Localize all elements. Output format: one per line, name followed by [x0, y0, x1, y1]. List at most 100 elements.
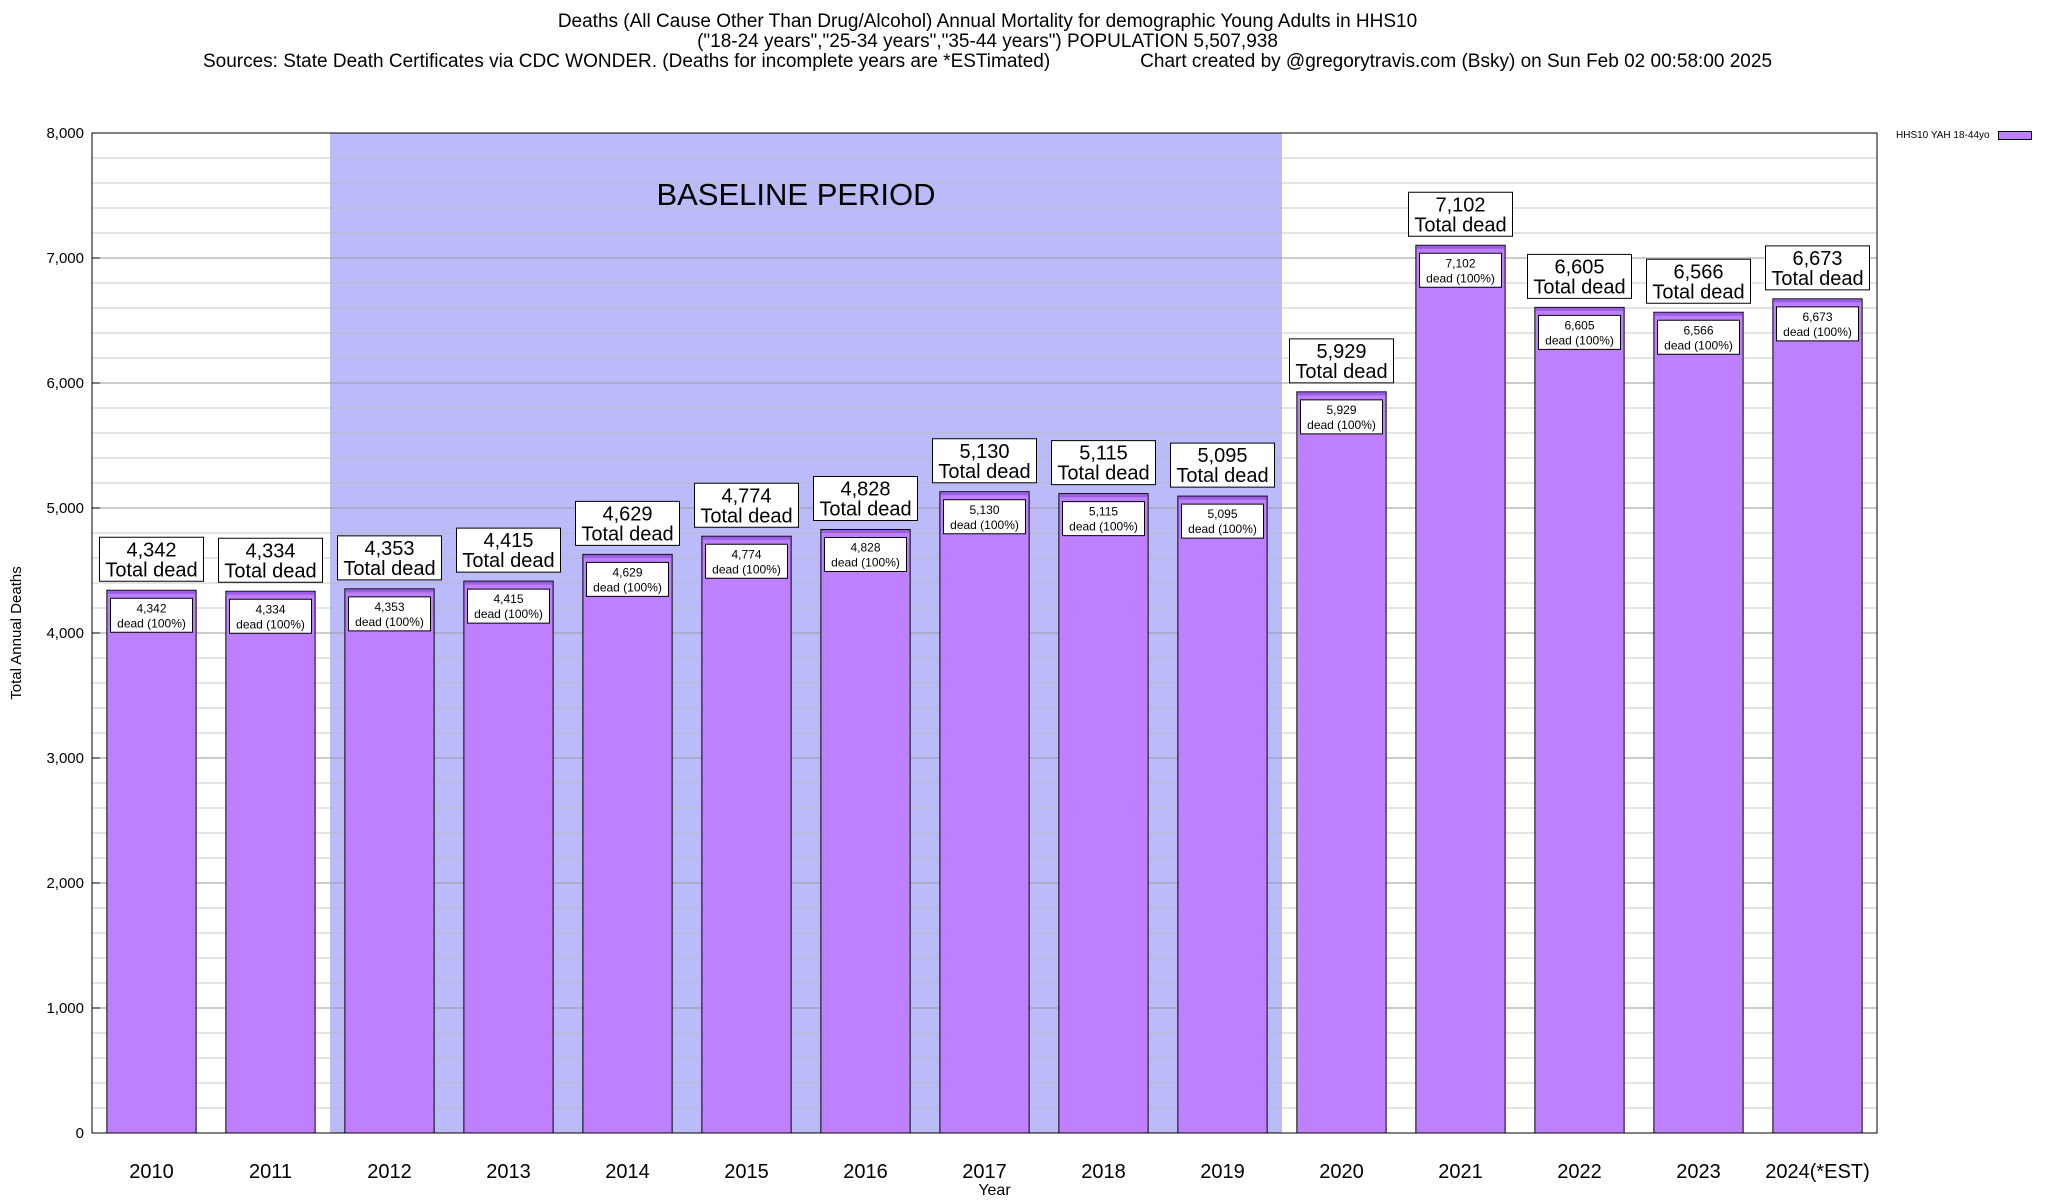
bar [820, 529, 911, 1134]
bar-inner-value: 5,115 [1089, 505, 1118, 519]
bar-inner-label-box [1181, 503, 1264, 539]
bar-inner-percent: dead (100%) [1545, 333, 1614, 347]
bar [1177, 495, 1268, 1134]
bar [106, 589, 197, 1134]
bar-total-label-box [932, 438, 1037, 484]
bar [1296, 391, 1387, 1134]
y-tick-label: 0 [76, 1125, 84, 1142]
bar-inner-label-box [1538, 314, 1621, 350]
bar-inner-percent: dead (100%) [355, 615, 424, 629]
bar-inner-percent: dead (100%) [1664, 338, 1733, 352]
x-tick-label: 2024(*EST) [1765, 1161, 1870, 1183]
bar-total-label-box [1051, 440, 1156, 486]
bar-inner-label-box [705, 543, 788, 579]
bar-total-label: Total dead [1057, 463, 1149, 485]
bar-total-label: Total dead [1176, 465, 1268, 487]
bar-total-label-box [1170, 442, 1275, 488]
bar-inner-value: 4,342 [136, 601, 166, 615]
y-axis-label: Total Annual Deaths [8, 566, 25, 699]
bar-inner-value: 4,415 [493, 592, 523, 606]
x-tick-label: 2018 [1081, 1161, 1126, 1183]
bar-total-label: Total dead [105, 559, 197, 581]
bar-inner-percent: dead (100%) [117, 616, 186, 630]
bar-total-value: 5,130 [959, 441, 1009, 463]
bar-total-label: Total dead [1533, 276, 1625, 298]
bar-inner-label-box [229, 598, 312, 634]
bar-total-label: Total dead [343, 558, 435, 580]
bar-inner-label-box [1062, 501, 1145, 537]
bar-total-label: Total dead [819, 499, 911, 521]
bar-total-value: 4,828 [840, 479, 890, 501]
x-tick-label: 2013 [486, 1161, 531, 1183]
bar-inner-value: 4,774 [731, 547, 761, 561]
x-tick-label: 2023 [1676, 1161, 1721, 1183]
bar-inner-percent: dead (100%) [712, 562, 781, 576]
bar-total-value: 4,353 [364, 538, 414, 560]
bar-total-value: 5,115 [1079, 443, 1128, 465]
bar-total-label: Total dead [1295, 361, 1387, 383]
bar [1415, 244, 1506, 1134]
x-tick-label: 2021 [1438, 1161, 1483, 1183]
bar-total-label: Total dead [1414, 214, 1506, 236]
x-tick-label: 2017 [962, 1161, 1007, 1183]
bar-inner-label-box [1776, 306, 1859, 342]
bar-inner-value: 6,605 [1564, 318, 1594, 332]
legend-swatch [1997, 131, 2032, 140]
x-tick-label: 2014 [605, 1161, 650, 1183]
bar-total-label-box [337, 535, 442, 581]
bar-inner-label-box [1419, 252, 1502, 288]
bar-inner-label-box [1657, 319, 1740, 355]
bar [939, 491, 1030, 1134]
bar-total-label-box [1527, 253, 1632, 299]
bar-inner-value: 4,353 [374, 600, 404, 614]
chart-legend: HHS10 YAH 18-44yo [1896, 130, 2032, 141]
bar-total-label-box [1765, 245, 1870, 291]
bar-total-label: Total dead [1771, 268, 1863, 290]
bar-total-value: 6,605 [1554, 256, 1604, 278]
bar-inner-value: 5,095 [1207, 507, 1237, 521]
bar-inner-value: 6,673 [1802, 310, 1832, 324]
bar-inner-value: 4,629 [612, 565, 642, 579]
bar [582, 553, 673, 1134]
bar-total-label-box [813, 476, 918, 521]
y-tick-label: 3,000 [46, 750, 84, 767]
bar [701, 535, 792, 1134]
bar [1653, 311, 1744, 1134]
x-tick-label: 2012 [367, 1161, 412, 1183]
x-axis-label: Year [978, 1182, 1011, 1199]
x-tick-label: 2011 [249, 1161, 292, 1183]
bar-inner-percent: dead (100%) [236, 617, 305, 631]
bar-inner-label-box [943, 499, 1026, 535]
bar-inner-label-box [467, 588, 550, 624]
bar-inner-percent: dead (100%) [1069, 520, 1138, 534]
bar-total-value: 4,334 [245, 540, 295, 562]
bar-total-value: 4,415 [483, 530, 533, 552]
baseline-period-label: BASELINE PERIOD [656, 177, 935, 212]
bar-inner-percent: dead (100%) [474, 607, 543, 621]
bar-total-value: 7,102 [1435, 194, 1485, 216]
y-tick-label: 5,000 [46, 500, 84, 517]
bar-total-value: 4,629 [602, 503, 652, 525]
bar-inner-percent: dead (100%) [831, 556, 900, 570]
bar-inner-value: 4,334 [255, 602, 285, 616]
chart-credit: Chart created by @gregorytravis.com (Bsk… [1140, 51, 1773, 72]
bar-total-label-box [218, 537, 323, 583]
bar-inner-value: 7,102 [1445, 256, 1475, 270]
bar-inner-value: 5,130 [969, 503, 999, 517]
bar-total-label: Total dead [938, 461, 1030, 483]
bar-total-label-box [99, 536, 204, 582]
bar-total-label-box [1289, 338, 1394, 384]
chart-sources: Sources: State Death Certificates via CD… [202, 51, 1051, 72]
bar-total-label: Total dead [581, 523, 673, 545]
bar-total-value: 6,566 [1673, 261, 1723, 283]
x-tick-label: 2016 [843, 1161, 888, 1183]
chart-title-block: Deaths (All Cause Other Than Drug/Alcoho… [0, 12, 1975, 72]
y-tick-label: 7,000 [46, 250, 84, 267]
bar [1534, 306, 1625, 1134]
bar-inner-percent: dead (100%) [1307, 418, 1376, 432]
bar-total-label: Total dead [700, 505, 792, 527]
x-tick-label: 2020 [1319, 1161, 1364, 1183]
bar-total-label-box [575, 500, 680, 546]
bar-total-label-box [1408, 191, 1513, 237]
